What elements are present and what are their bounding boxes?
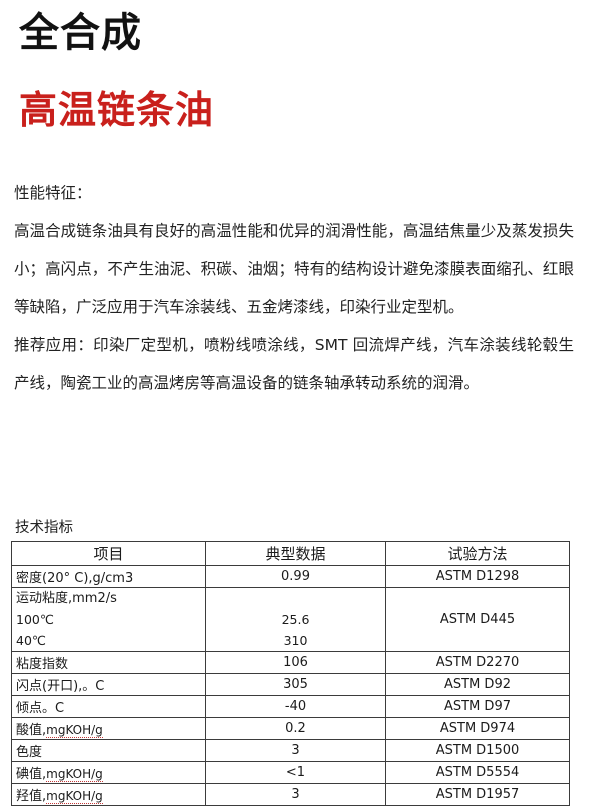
table-row: 密度(20° C),g/cm3 0.99 ASTM D1298: [11, 565, 570, 588]
cell-item-text: 碘值,: [16, 767, 47, 782]
cell-method: ASTM D974: [385, 717, 570, 740]
viscosity-value-40: 310: [283, 633, 308, 648]
cell-method: ASTM D97: [385, 695, 570, 718]
cell-method: ASTM D1298: [385, 565, 570, 588]
cell-item: 色度: [11, 739, 206, 762]
column-header-value: 典型数据: [205, 541, 386, 566]
cell-item-unit: mgKOH/g: [46, 767, 103, 782]
spec-section-label: 技术指标: [15, 520, 73, 536]
cell-method: ASTM D1957: [385, 783, 570, 806]
cell-item: 羟值,mgKOH/g: [11, 783, 206, 806]
table-row: 酸值,mgKOH/g 0.2 ASTM D974: [11, 717, 570, 740]
column-header-item: 项目: [11, 541, 206, 566]
description-block: 性能特征： 高温合成链条油具有良好的高温性能和优异的润滑性能，高温结焦量少及蒸发…: [14, 174, 574, 402]
viscosity-temp-100: 100℃: [16, 612, 54, 627]
cell-method-viscosity: ASTM D445: [385, 587, 570, 652]
cell-method: ASTM D2270: [385, 651, 570, 674]
cell-item-unit: mgKOH/g: [46, 723, 103, 738]
cell-value: -40: [205, 695, 386, 718]
table-row-viscosity: 运动粘度,mm2/s 100℃ 40℃ 25.6 310 ASTM D445: [11, 587, 570, 652]
cell-value: 106: [205, 651, 386, 674]
table-header-row: 项目 典型数据 试验方法: [11, 541, 570, 566]
product-name-title: 高温链条油: [19, 88, 215, 132]
page-title: 全合成: [19, 10, 142, 56]
cell-value: 0.2: [205, 717, 386, 740]
cell-item: 酸值,mgKOH/g: [11, 717, 206, 740]
cell-value: 0.99: [205, 565, 386, 588]
viscosity-value-spacer: [210, 588, 381, 609]
table-row: 倾点。C -40 ASTM D97: [11, 695, 570, 718]
cell-value: 3: [205, 783, 386, 806]
features-label: 性能特征：: [14, 184, 92, 202]
table-row: 碘值,mgKOH/g <1 ASTM D5554: [11, 761, 570, 784]
cell-item-viscosity: 运动粘度,mm2/s 100℃ 40℃: [11, 587, 206, 652]
table-row: 粘度指数 106 ASTM D2270: [11, 651, 570, 674]
cell-method: ASTM D1500: [385, 739, 570, 762]
cell-item-text: 酸值,: [16, 723, 47, 738]
applications-paragraph: 推荐应用：印染厂定型机，喷粉线喷涂线，SMT 回流焊产线，汽车涂装线轮毂生产线，…: [14, 336, 574, 392]
table-row: 羟值,mgKOH/g 3 ASTM D1957: [11, 783, 570, 806]
cell-value: 305: [205, 673, 386, 696]
table-row: 色度 3 ASTM D1500: [11, 739, 570, 762]
cell-value-viscosity: 25.6 310: [205, 587, 386, 652]
viscosity-temp-40: 40℃: [16, 633, 46, 648]
viscosity-value-100: 25.6: [281, 612, 310, 627]
column-header-method: 试验方法: [385, 541, 570, 566]
cell-method: ASTM D92: [385, 673, 570, 696]
viscosity-label: 运动粘度,mm2/s: [16, 591, 117, 606]
cell-item: 密度(20° C),g/cm3: [11, 565, 206, 588]
cell-item: 闪点(开口),。C: [11, 673, 206, 696]
cell-item-unit: mgKOH/g: [46, 789, 103, 804]
cell-method: ASTM D5554: [385, 761, 570, 784]
cell-value: <1: [205, 761, 386, 784]
table-row: 闪点(开口),。C 305 ASTM D92: [11, 673, 570, 696]
cell-item: 粘度指数: [11, 651, 206, 674]
features-paragraph: 高温合成链条油具有良好的高温性能和优异的润滑性能，高温结焦量少及蒸发损失小；高闪…: [14, 222, 574, 316]
cell-item: 倾点。C: [11, 695, 206, 718]
spec-table-container: 项目 典型数据 试验方法 密度(20° C),g/cm3 0.99 ASTM D…: [11, 541, 570, 806]
cell-item: 碘值,mgKOH/g: [11, 761, 206, 784]
cell-item-text: 羟值,: [16, 789, 47, 804]
technical-spec-table: 项目 典型数据 试验方法 密度(20° C),g/cm3 0.99 ASTM D…: [11, 541, 570, 806]
cell-value: 3: [205, 739, 386, 762]
